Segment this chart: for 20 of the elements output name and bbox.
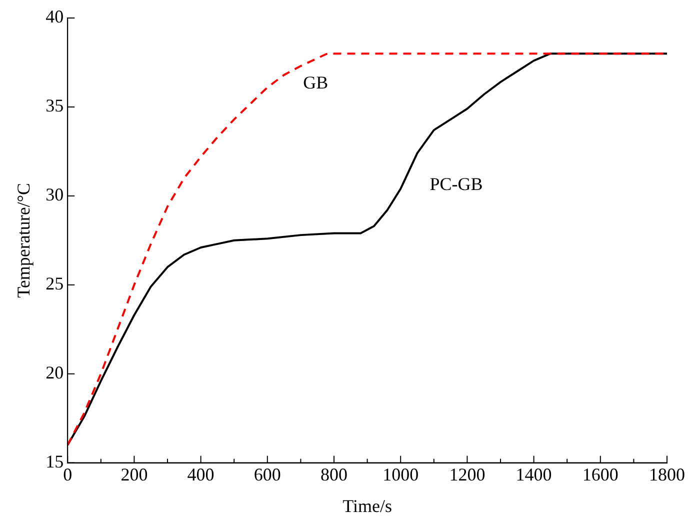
y-tick-label: 25 <box>46 274 64 294</box>
y-axis-title: Temperature/°C <box>14 182 34 298</box>
y-tick-label: 40 <box>46 6 64 27</box>
y-tick-label: 15 <box>46 452 64 472</box>
x-tick-label: 600 <box>254 464 281 484</box>
x-tick-label: 800 <box>320 464 348 484</box>
y-tick-label: 30 <box>46 184 64 205</box>
x-tick-label: 1400 <box>516 464 552 484</box>
y-tick-label: 35 <box>46 96 64 116</box>
x-tick-label: 0 <box>63 464 72 484</box>
x-tick-label: 400 <box>187 464 214 484</box>
series-label: PC-GB <box>430 174 483 194</box>
y-tick-label: 20 <box>46 362 64 383</box>
x-tick-label: 1200 <box>449 464 486 484</box>
series-label: GB <box>303 72 328 93</box>
x-tick-label: 200 <box>120 464 148 484</box>
x-tick-label: 1600 <box>582 464 618 484</box>
x-axis-title: Time/s <box>342 496 392 516</box>
x-tick-label: 1800 <box>649 464 685 484</box>
x-tick-label: 1000 <box>382 464 419 484</box>
